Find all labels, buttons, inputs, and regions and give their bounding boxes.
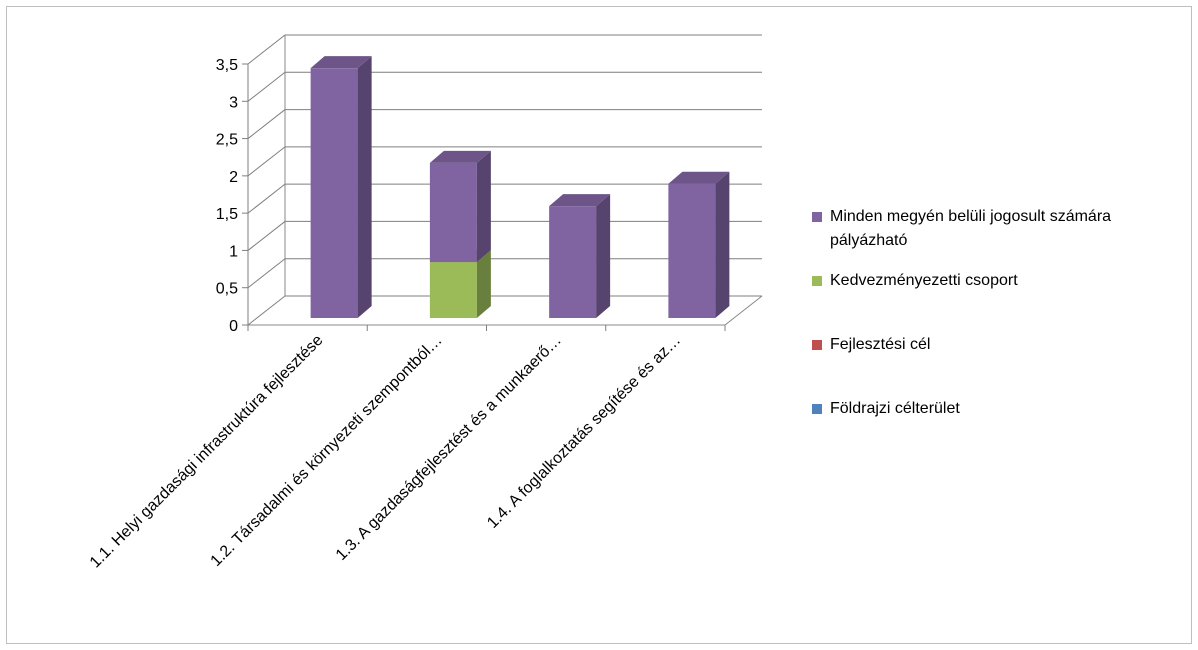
legend-item-foldrajzi: Földrajzi célterület (810, 397, 1180, 421)
bar-front (429, 262, 477, 318)
legend-item-fejlesztesi: Fejlesztési cél (810, 333, 1180, 357)
x-category-label: 1.1. Helyi gazdasági infrastruktúra fejl… (87, 332, 327, 572)
legend-swatch-minden (812, 212, 822, 222)
legend-swatch-fejlesztesi (812, 340, 822, 350)
bar-top (310, 56, 372, 69)
bar-front (429, 162, 477, 263)
bar-front (310, 68, 358, 318)
legend-swatch-foldrajzi (812, 404, 822, 414)
side-wall-gridline (247, 34, 286, 65)
side-wall-gridline (247, 258, 286, 289)
legend-label-foldrajzi: Földrajzi célterület (830, 400, 960, 417)
legend-label-kedvezmenyezetti: Kedvezményezetti csoport (830, 272, 1018, 289)
side-wall-gridline (247, 146, 286, 177)
bar-front (668, 183, 716, 318)
legend-swatch-kedvezmenyezetti (812, 276, 822, 286)
x-category-label: 1.4. A foglalkoztatás segítése és az… (484, 332, 684, 532)
side-wall-gridline (247, 221, 286, 251)
bar-top (668, 171, 730, 184)
bar-side (476, 150, 491, 263)
bar-side (715, 171, 730, 318)
bar-side (357, 56, 372, 318)
legend: Minden megyén belüli jogosult számára pá… (810, 205, 1180, 421)
y-tick-label: 2 (229, 169, 238, 186)
side-wall-gridline (247, 71, 286, 102)
legend-label-minden: Minden megyén belüli jogosult számára pá… (830, 208, 1112, 249)
legend-item-kedvezmenyezetti: Kedvezményezetti csoport (810, 269, 1180, 293)
legend-label-fejlesztesi: Fejlesztési cél (830, 336, 931, 353)
y-tick-label: 3 (229, 94, 238, 111)
side-wall-gridline (247, 295, 286, 326)
y-tick-label: 0 (229, 318, 238, 335)
y-tick-label: 2,5 (216, 132, 238, 149)
bar-top (429, 150, 491, 163)
y-tick-label: 3,5 (216, 57, 238, 74)
side-wall-gridline (247, 109, 286, 139)
bar-side (596, 194, 611, 318)
x-category-label: 1.2. Társadalmi és környezeti szempontbó… (208, 332, 446, 570)
y-tick-label: 0,5 (216, 281, 238, 298)
bar-side (476, 250, 491, 318)
y-tick-label: 1 (229, 243, 238, 260)
y-tick-label: 1,5 (216, 206, 238, 223)
side-wall-gridline (247, 183, 286, 214)
bar-top (549, 194, 611, 207)
x-category-label: 1.3. A gazdaságfejlesztést és a munkaerő… (333, 332, 565, 564)
legend-item-minden: Minden megyén belüli jogosult számára pá… (810, 205, 1180, 253)
bar-front (549, 206, 597, 318)
